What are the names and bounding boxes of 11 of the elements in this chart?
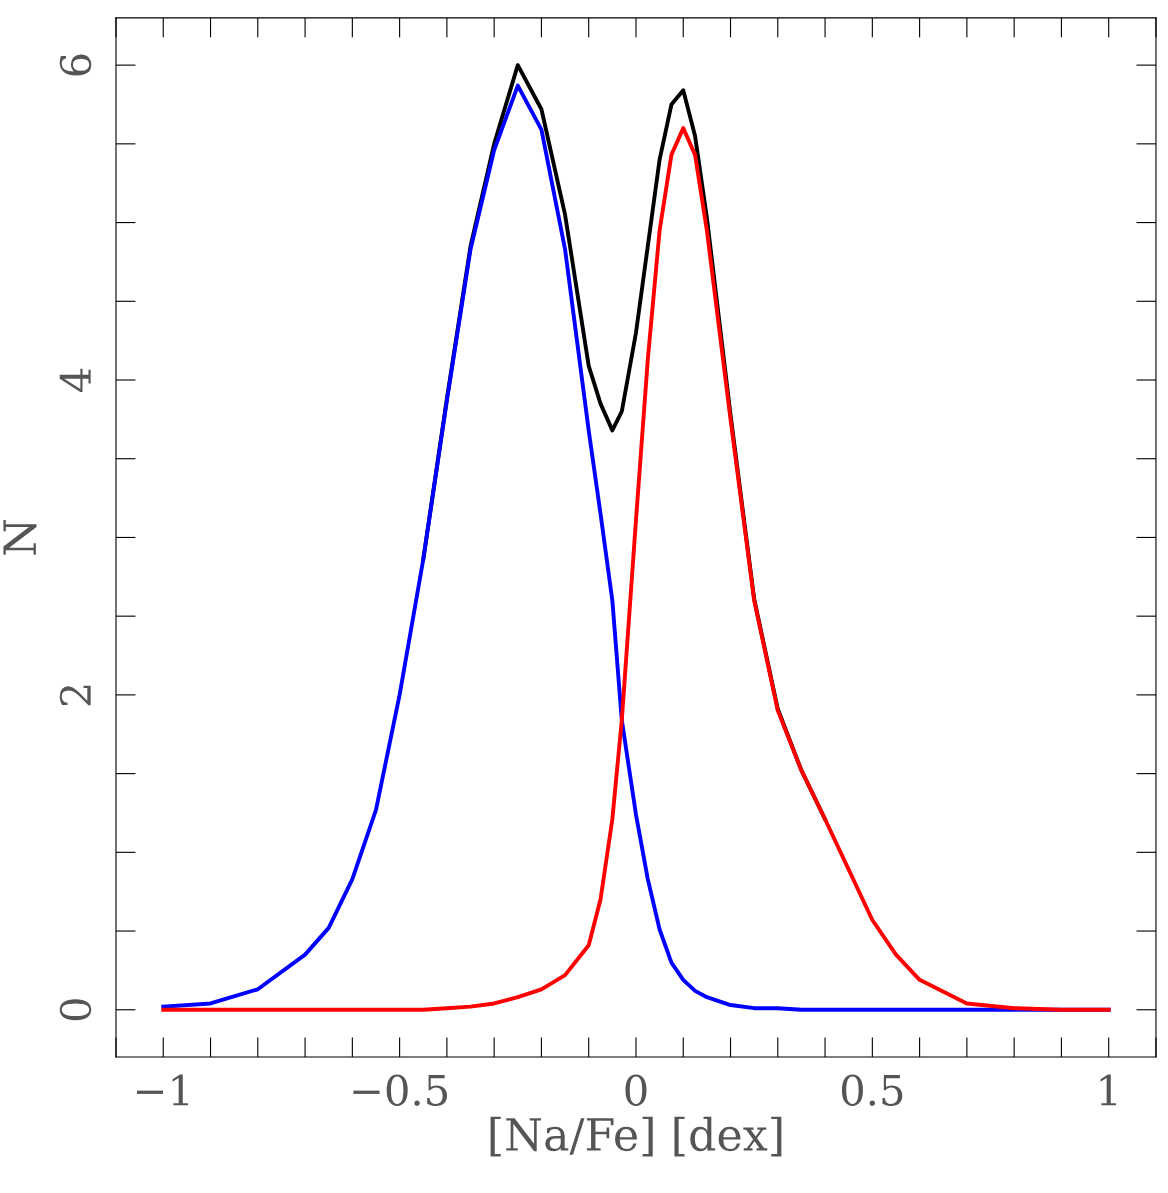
x-tick-label: 0.5 [841,1074,903,1106]
y-tick-label: 0 [59,999,92,1021]
x-axis-title: [Na/Fe] [dex] [490,1116,782,1157]
x-tick-label: −1 [136,1074,189,1106]
x-tick-label: −0.5 [353,1074,447,1106]
y-tick-label: 6 [59,54,92,76]
y-tick-label: 2 [59,685,91,706]
y-axis-title: N [3,519,37,555]
x-tick-label: 0 [625,1074,647,1106]
y-tick-label: 4 [59,368,91,392]
x-tick-label: 1 [1100,1074,1117,1106]
